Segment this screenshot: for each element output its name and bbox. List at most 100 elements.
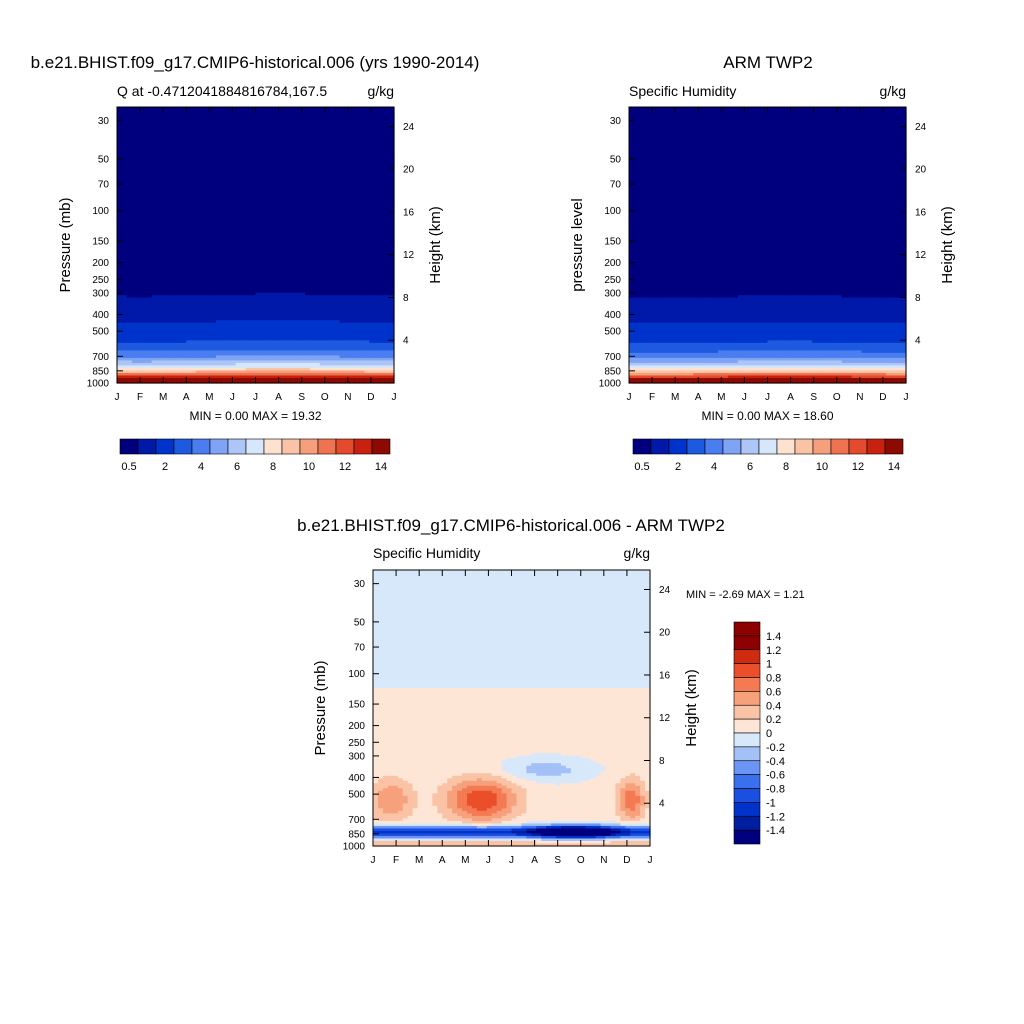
contour-cell xyxy=(181,137,187,141)
contour-cell xyxy=(161,162,168,166)
contour-cell xyxy=(210,257,217,261)
contour-cell xyxy=(309,114,316,118)
contour-cell xyxy=(186,202,192,206)
contour-cell xyxy=(210,207,217,211)
contour-cell xyxy=(354,172,360,176)
contour-cell xyxy=(329,262,336,266)
contour-cell xyxy=(379,157,385,161)
contour-cell xyxy=(206,167,212,171)
contour-cell xyxy=(255,159,262,163)
contour-cell xyxy=(290,300,296,304)
contour-cell xyxy=(339,159,346,163)
contour-cell xyxy=(354,142,360,146)
contour-cell xyxy=(309,260,316,264)
contour-cell xyxy=(151,114,158,118)
contour-cell xyxy=(161,300,168,304)
contour-cell xyxy=(270,305,276,309)
contour-cell xyxy=(156,297,163,301)
contour-cell xyxy=(364,252,370,256)
contour-cell xyxy=(364,262,370,266)
contour-cell xyxy=(250,219,257,224)
contour-cell xyxy=(220,222,227,226)
contour-cell xyxy=(230,209,237,213)
contour-cell xyxy=(220,204,227,208)
contour-cell xyxy=(220,290,227,294)
contour-cell xyxy=(374,297,380,301)
contour-cell xyxy=(230,119,237,123)
contour-cell xyxy=(206,239,212,244)
contour-cell xyxy=(136,290,143,294)
contour-cell xyxy=(265,247,271,251)
contour-cell xyxy=(126,290,133,294)
contour-cell xyxy=(250,202,257,206)
contour-cell xyxy=(235,162,242,166)
contour-cell xyxy=(196,144,202,148)
contour-cell xyxy=(161,209,168,213)
contour-cell xyxy=(196,149,202,153)
contour-cell xyxy=(235,192,242,196)
contour-cell xyxy=(161,292,168,296)
contour-cell xyxy=(141,177,148,181)
contour-cell xyxy=(359,224,365,229)
contour-cell xyxy=(240,182,247,186)
contour-cell xyxy=(255,169,262,173)
contour-cell xyxy=(285,192,291,196)
contour-cell xyxy=(141,137,148,141)
contour-cell xyxy=(389,247,395,251)
contour-cell xyxy=(285,262,291,266)
contour-cell xyxy=(354,237,360,241)
contour-cell xyxy=(131,177,138,181)
contour-cell xyxy=(176,290,182,294)
contour-cell xyxy=(339,167,346,171)
contour-cell xyxy=(230,290,237,294)
contour-cell xyxy=(280,227,286,231)
contour-cell xyxy=(186,159,192,163)
contour-cell xyxy=(389,197,395,201)
contour-cell xyxy=(146,280,153,284)
contour-cell xyxy=(171,305,177,309)
contour-cell xyxy=(171,219,177,224)
contour-cell xyxy=(186,300,192,304)
contour-cell xyxy=(151,122,158,126)
contour-cell xyxy=(206,122,212,126)
contour-cell xyxy=(220,255,227,259)
contour-cell xyxy=(220,119,227,123)
contour-cell xyxy=(329,129,336,133)
contour-cell xyxy=(304,169,311,173)
contour-cell xyxy=(220,107,227,111)
contour-cell xyxy=(126,257,133,261)
contour-cell xyxy=(161,270,168,274)
contour-cell xyxy=(334,147,341,151)
contour-cell xyxy=(117,129,123,133)
contour-cell xyxy=(206,287,212,291)
contour-cell xyxy=(215,214,222,218)
contour-cell xyxy=(250,239,257,244)
contour-cell xyxy=(374,227,380,231)
contour-cell xyxy=(280,197,286,201)
contour-cell xyxy=(220,199,227,203)
contour-cell xyxy=(191,295,197,299)
contour-cell xyxy=(290,182,296,186)
contour-cell xyxy=(260,277,266,281)
contour-cell xyxy=(186,194,192,198)
contour-cell xyxy=(344,255,351,259)
contour-cell xyxy=(275,144,281,148)
contour-cell xyxy=(384,204,390,208)
contour-cell xyxy=(146,177,153,181)
contour-cell xyxy=(240,302,247,306)
contour-cell xyxy=(354,207,360,211)
contour-cell xyxy=(314,124,321,128)
contour-cell xyxy=(314,260,321,264)
contour-cell xyxy=(265,124,271,128)
contour-cell xyxy=(235,107,242,111)
contour-cell xyxy=(369,237,375,241)
contour-cell xyxy=(304,262,311,266)
contour-cell xyxy=(210,280,217,284)
contour-cell xyxy=(275,159,281,163)
contour-cell xyxy=(121,187,128,191)
contour-cell xyxy=(329,142,336,146)
contour-cell xyxy=(295,162,301,166)
contour-cell xyxy=(206,285,212,289)
contour-cell xyxy=(131,265,138,269)
contour-cell xyxy=(225,199,232,203)
